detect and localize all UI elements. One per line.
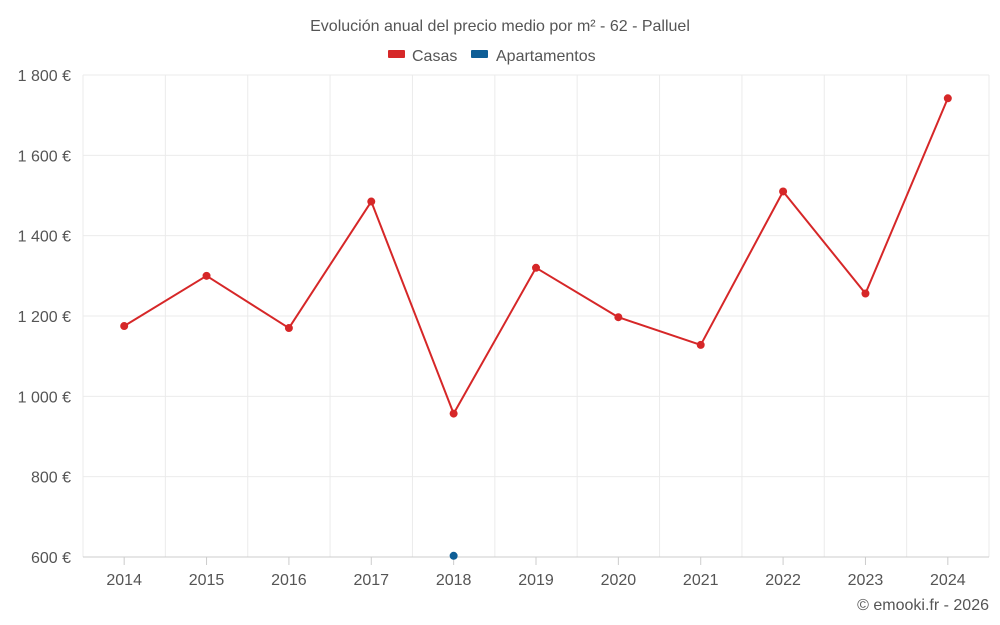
- x-tick-label: 2014: [106, 572, 142, 589]
- data-point-casas[interactable]: [614, 313, 623, 322]
- credit-text: © emooki.fr - 2026: [857, 597, 989, 614]
- x-tick-label: 2024: [930, 572, 966, 589]
- legend-item-casas[interactable]: Casas: [388, 48, 457, 65]
- legend-label-casas: Casas: [412, 48, 457, 65]
- data-point-casas[interactable]: [532, 263, 540, 272]
- data-point-casas[interactable]: [943, 94, 952, 103]
- data-point-casas[interactable]: [779, 187, 788, 196]
- x-tick-label: 2015: [189, 572, 225, 589]
- y-tick-label: 1 600 €: [18, 148, 71, 165]
- data-point-casas[interactable]: [861, 289, 870, 298]
- grid: [82, 74, 990, 558]
- x-tick-label: 2020: [601, 572, 637, 589]
- legend-swatch-casas: [388, 50, 405, 58]
- data-point-casas[interactable]: [202, 271, 211, 280]
- chart-title: Evolución anual del precio medio por m² …: [310, 18, 690, 35]
- y-tick-label: 600 €: [31, 550, 71, 567]
- y-tick-label: 1 400 €: [18, 229, 71, 246]
- legend-label-apartamentos: Apartamentos: [496, 48, 596, 65]
- data-point-casas[interactable]: [696, 340, 705, 349]
- legend-item-apartamentos[interactable]: Apartamentos: [471, 48, 596, 65]
- y-tick-label: 1 800 €: [18, 68, 71, 85]
- legend: Casas Apartamentos: [388, 48, 596, 65]
- series: [120, 94, 952, 560]
- y-tick-label: 1 000 €: [18, 389, 71, 406]
- x-tick-label: 2018: [436, 572, 472, 589]
- data-point-casas[interactable]: [367, 197, 376, 206]
- y-tick-label: 800 €: [31, 470, 71, 487]
- data-point-apartamentos[interactable]: [449, 551, 458, 560]
- data-point-casas[interactable]: [120, 322, 129, 331]
- x-tick-label: 2016: [271, 572, 307, 589]
- data-point-casas[interactable]: [449, 409, 458, 418]
- x-tick-label: 2019: [518, 572, 554, 589]
- axes: 600 € 800 € 1 000 € 1 200 € 1 400 € 1 600 € 1 …: [18, 68, 989, 589]
- legend-swatch-apartamentos: [471, 50, 488, 58]
- x-tick-label: 2017: [353, 572, 389, 589]
- data-point-casas[interactable]: [284, 324, 293, 333]
- x-tick-label: 2021: [683, 572, 719, 589]
- x-tick-label: 2022: [765, 572, 801, 589]
- y-tick-label: 1 200 €: [18, 309, 71, 326]
- x-tick-label: 2023: [848, 572, 884, 589]
